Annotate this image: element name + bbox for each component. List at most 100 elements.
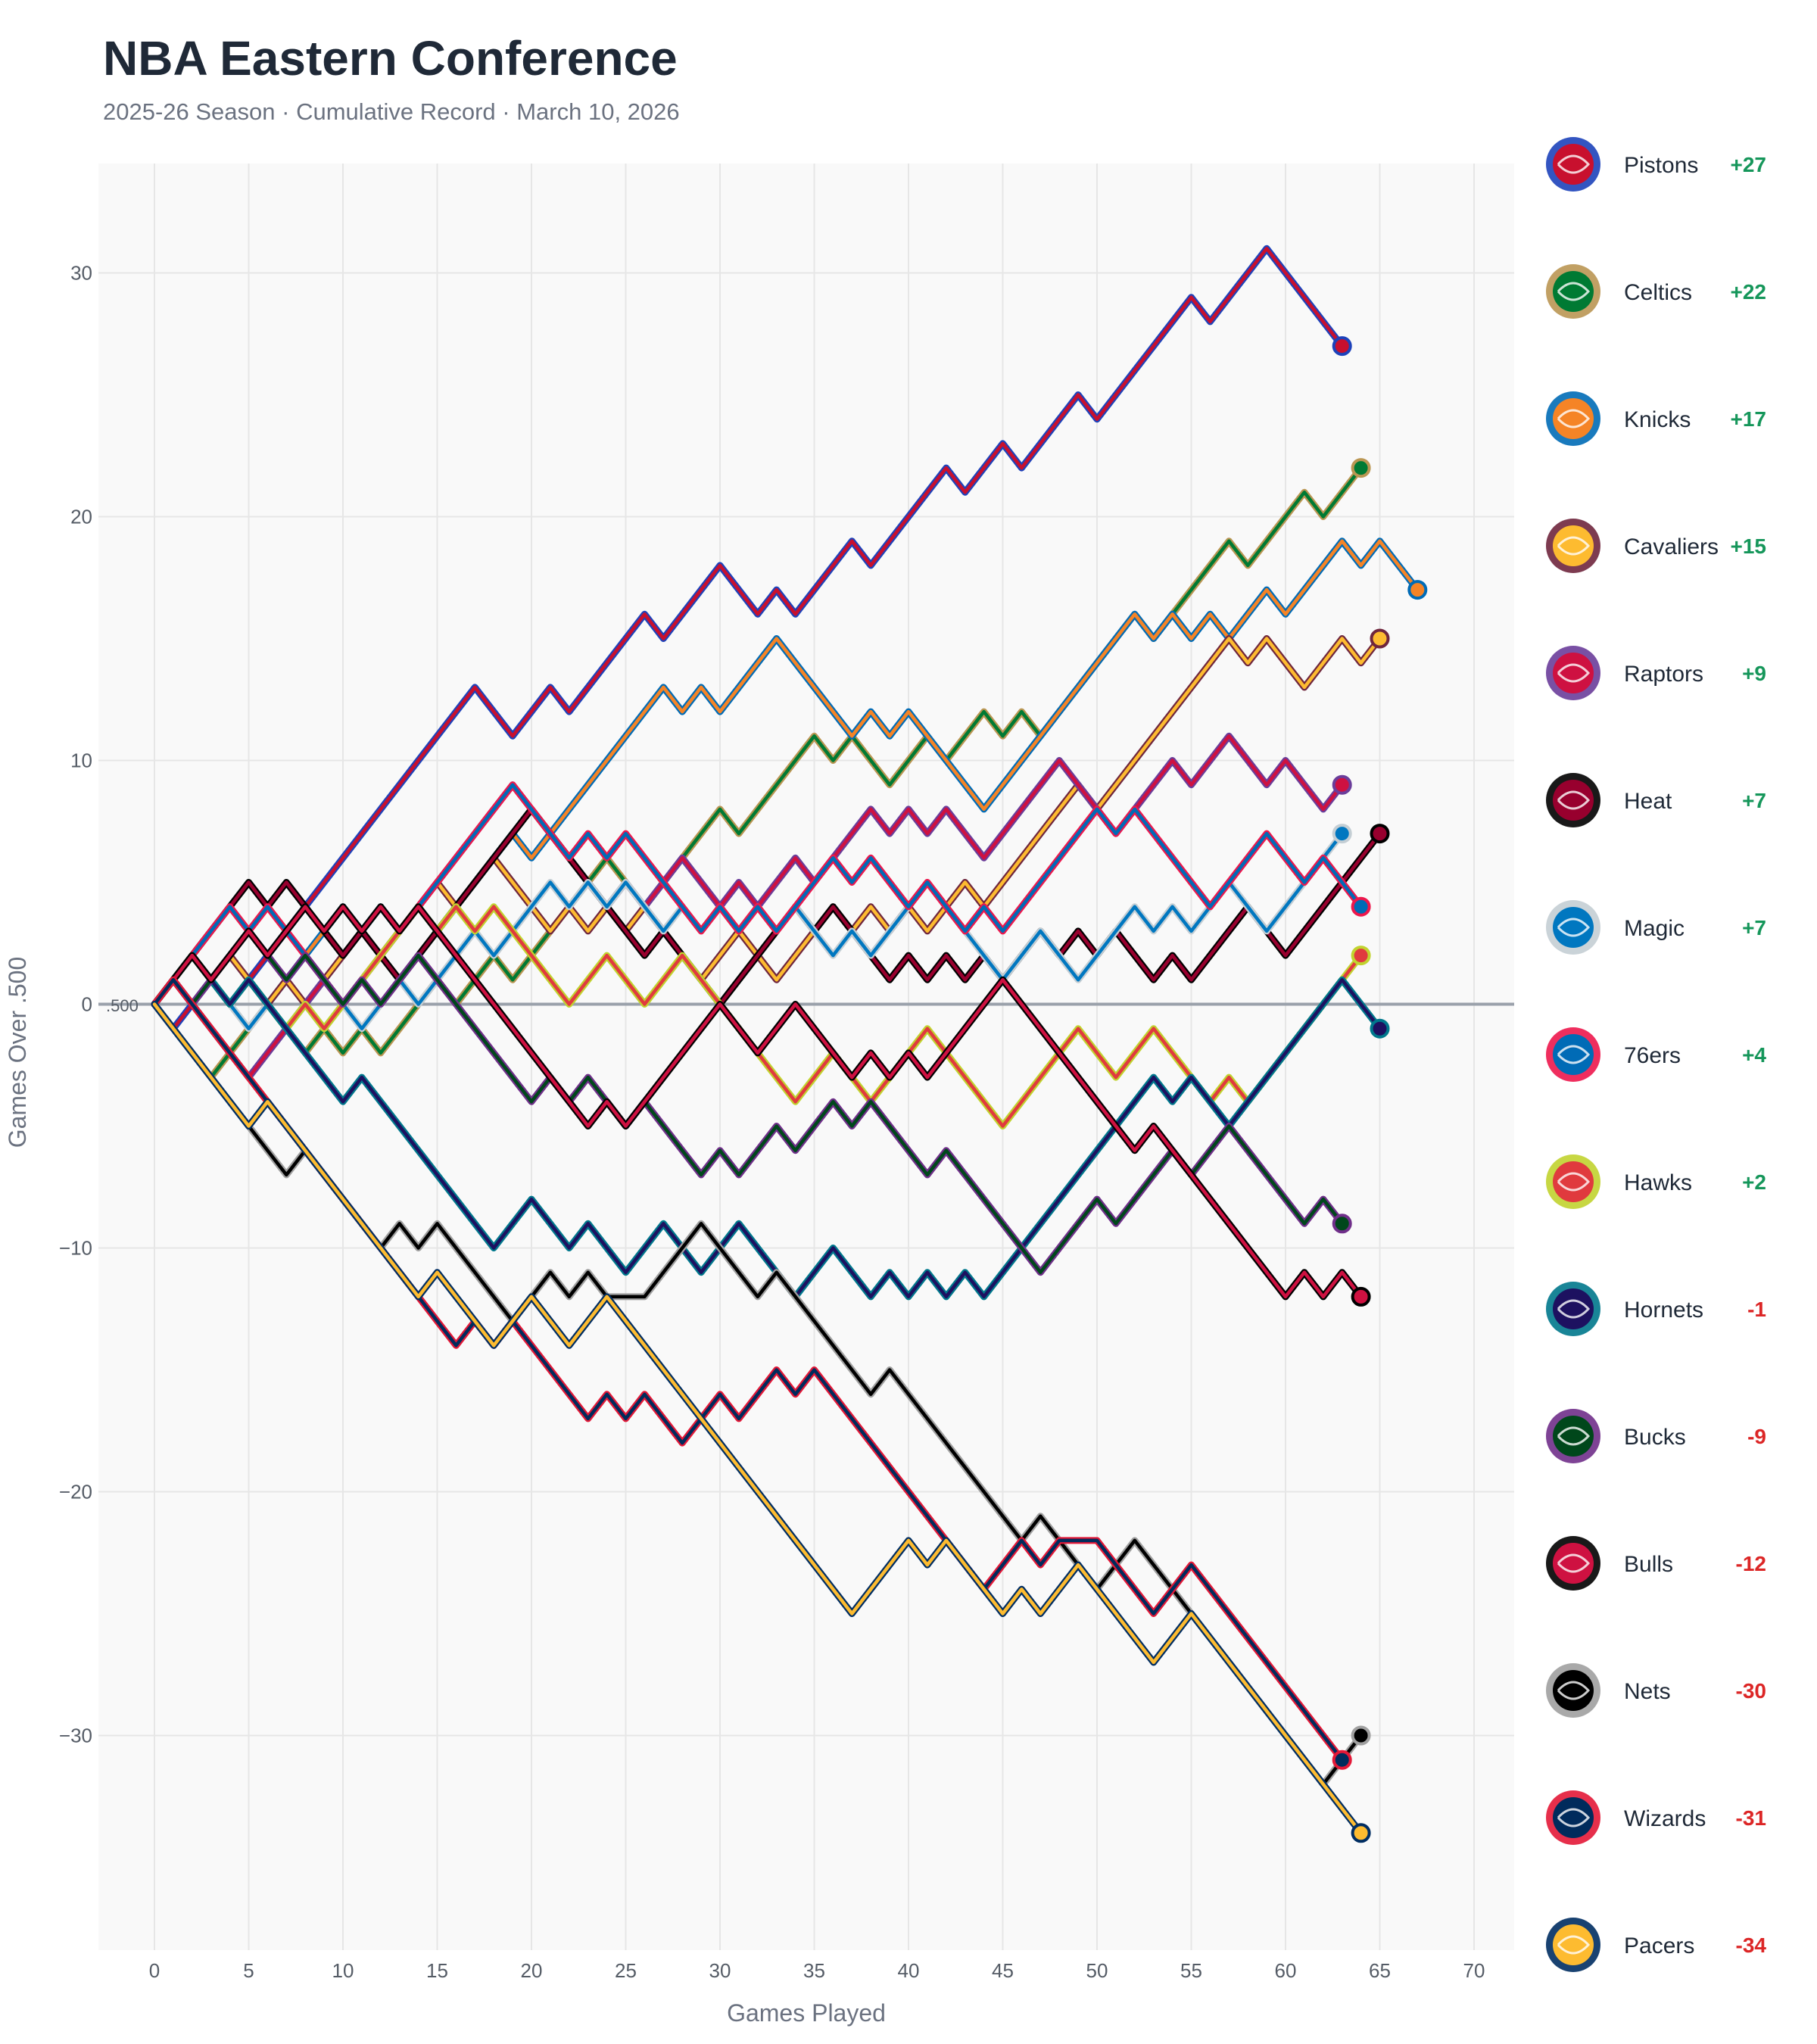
legend-team-value: +27 (1731, 153, 1767, 176)
legend-team-value: +22 (1731, 280, 1767, 304)
x-tick-label: 40 (898, 1959, 920, 1982)
bucks-endpoint (1332, 1214, 1352, 1234)
series-76ers (151, 781, 1371, 1008)
pistons-endpoint (1332, 336, 1352, 357)
x-axis-label: Games Played (727, 1999, 886, 2027)
legend-item-76ers[interactable]: 76ers +4 (1546, 1027, 1766, 1082)
wizards-logo-icon (1546, 1790, 1600, 1845)
legend-item-pacers[interactable]: Pacers -34 (1546, 1918, 1766, 1972)
bulls-endpoint (1351, 1286, 1371, 1307)
x-tick-label: 70 (1463, 1959, 1485, 1982)
series-pacers (151, 1001, 1371, 1843)
hornets-endpoint (1370, 1018, 1390, 1039)
x-tick-label: 5 (243, 1959, 254, 1982)
legend-team-name: Heat (1624, 789, 1672, 814)
tick-labels: 0 5 10 15 20 25 30 35 40 45 50 55 60 65 70 −30 −20 −10 0 10… (59, 262, 1485, 1983)
legend-item-raptors[interactable]: Raptors +9 (1546, 646, 1766, 700)
legend-item-wizards[interactable]: Wizards -31 (1546, 1790, 1766, 1845)
pacers-endpoint (1351, 1823, 1371, 1843)
page-title: NBA Eastern Conference (103, 31, 678, 86)
legend-team-name: Bulls (1624, 1552, 1673, 1577)
legend-team-value: -1 (1747, 1298, 1766, 1321)
y-tick-label: 30 (70, 262, 92, 285)
legend-team-value: -31 (1736, 1806, 1766, 1830)
y-tick-label: −20 (59, 1481, 92, 1503)
bucks-line (152, 929, 1344, 1274)
legend-team-value: +2 (1742, 1170, 1766, 1194)
y-tick-label: 20 (70, 506, 92, 528)
cavaliers-logo-icon (1546, 519, 1600, 573)
legend: Pistons +27 Celtics +22 Knicks +17 Cavaliers +1… (1546, 137, 1766, 1972)
legend-team-name: Pacers (1624, 1933, 1694, 1958)
celtics-endpoint (1351, 458, 1371, 478)
series-bucks (151, 927, 1352, 1276)
legend-team-value: +15 (1731, 534, 1767, 558)
legend-team-name: Wizards (1624, 1806, 1706, 1831)
y-tick-label: 10 (70, 749, 92, 772)
zero-line-label: .500 (106, 996, 139, 1015)
x-tick-label: 25 (615, 1959, 637, 1982)
nets-line (152, 1002, 1363, 1787)
legend-team-value: +9 (1742, 662, 1766, 685)
hornets-line (152, 953, 1382, 1299)
pacers-logo-icon (1546, 1918, 1600, 1972)
cavaliers-endpoint (1370, 628, 1390, 649)
legend-team-name: Cavaliers (1624, 534, 1719, 559)
x-tick-label: 35 (803, 1959, 825, 1982)
nets-logo-icon (1546, 1663, 1600, 1718)
x-tick-label: 45 (992, 1959, 1014, 1982)
legend-team-name: Hornets (1624, 1298, 1703, 1323)
x-tick-label: 30 (709, 1959, 731, 1982)
x-tick-label: 55 (1180, 1959, 1202, 1982)
legend-team-name: Knicks (1624, 407, 1691, 432)
raptors-logo-icon (1546, 646, 1600, 700)
nets-endpoint (1351, 1725, 1371, 1746)
x-tick-label: 0 (149, 1959, 160, 1982)
x-tick-label: 65 (1369, 1959, 1391, 1982)
hornets-logo-icon (1546, 1282, 1600, 1336)
y-axis-label: Games Over .500 (4, 957, 31, 1148)
knicks-logo-icon (1546, 391, 1600, 446)
legend-item-hornets[interactable]: Hornets -1 (1546, 1282, 1766, 1336)
legend-item-hawks[interactable]: Hawks +2 (1546, 1154, 1766, 1209)
legend-item-heat[interactable]: Heat +7 (1546, 773, 1766, 827)
legend-item-magic[interactable]: Magic +7 (1546, 900, 1766, 955)
legend-team-name: Bucks (1624, 1425, 1686, 1450)
legend-team-value: -30 (1736, 1679, 1766, 1703)
x-tick-label: 60 (1275, 1959, 1297, 1982)
series-nets (151, 1001, 1371, 1788)
legend-team-value: -9 (1747, 1425, 1766, 1448)
x-tick-label: 10 (332, 1959, 354, 1982)
legend-team-name: Hawks (1624, 1170, 1692, 1195)
legend-team-name: 76ers (1624, 1043, 1681, 1068)
legend-item-nets[interactable]: Nets -30 (1546, 1663, 1766, 1718)
series-lines (151, 245, 1428, 1843)
y-tick-label: −30 (59, 1725, 92, 1747)
heat-endpoint (1370, 824, 1390, 844)
legend-item-knicks[interactable]: Knicks +17 (1546, 391, 1766, 446)
raptors-endpoint (1332, 774, 1352, 795)
y-tick-label: 0 (82, 993, 92, 1016)
series-pistons (151, 245, 1352, 1033)
series-hawks (151, 903, 1371, 1129)
magic-endpoint (1332, 824, 1352, 844)
hawks-line (152, 905, 1363, 1128)
series-bulls (151, 903, 1371, 1307)
legend-team-name: Nets (1624, 1679, 1671, 1704)
legend-team-name: Raptors (1624, 662, 1703, 687)
legend-item-bulls[interactable]: Bulls -12 (1546, 1536, 1766, 1591)
heat-logo-icon (1546, 773, 1600, 827)
celtics-logo-icon (1546, 264, 1600, 319)
legend-team-value: +7 (1742, 916, 1766, 939)
76ers-endpoint (1351, 896, 1371, 917)
hawks-endpoint (1351, 946, 1371, 966)
legend-item-bucks[interactable]: Bucks -9 (1546, 1409, 1766, 1463)
legend-item-pistons[interactable]: Pistons +27 (1546, 137, 1766, 192)
bucks-logo-icon (1546, 1409, 1600, 1463)
hawks-logo-icon (1546, 1154, 1600, 1209)
magic-logo-icon (1546, 900, 1600, 955)
legend-item-cavaliers[interactable]: Cavaliers +15 (1546, 519, 1766, 573)
legend-team-name: Pistons (1624, 153, 1698, 178)
legend-item-celtics[interactable]: Celtics +22 (1546, 264, 1766, 319)
